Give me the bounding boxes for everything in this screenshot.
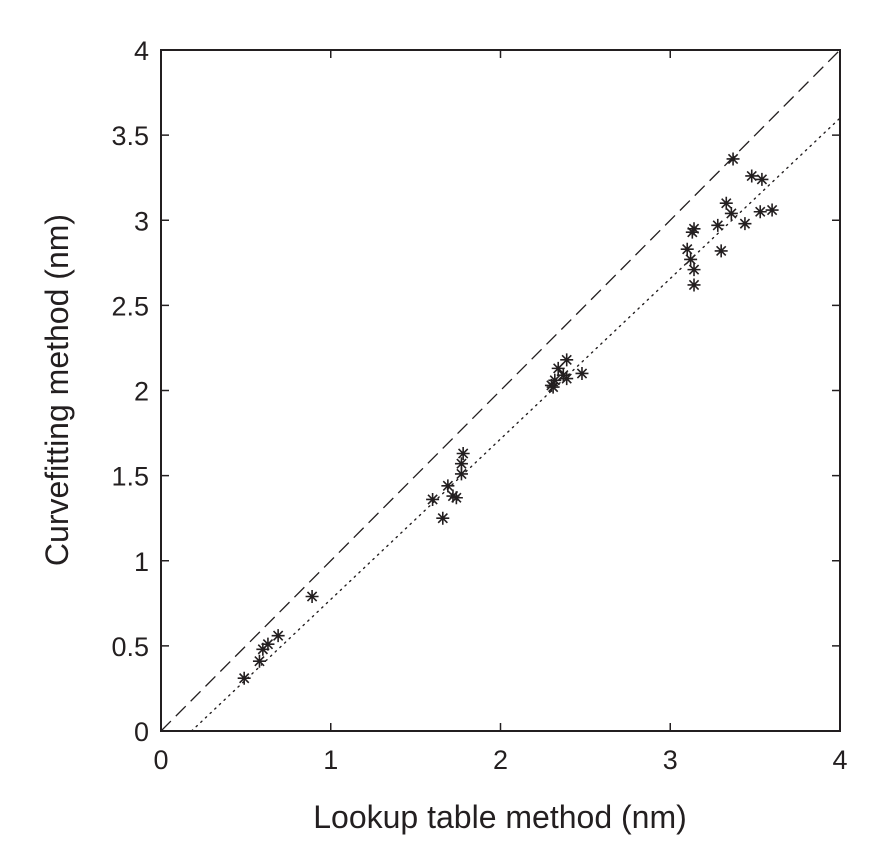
data-point: [449, 491, 463, 505]
data-point: [714, 244, 728, 258]
data-point: [684, 252, 698, 266]
y-tick-label: 4: [134, 36, 149, 66]
x-tick-label: 4: [832, 745, 847, 775]
data-point: [252, 654, 266, 668]
data-point: [753, 205, 767, 219]
data-point: [724, 206, 738, 220]
axis-ticks: [160, 49, 841, 732]
data-point: [256, 642, 270, 656]
data-point: [454, 457, 468, 471]
data-point: [685, 225, 699, 239]
data-point: [454, 467, 468, 481]
data-point: [726, 152, 740, 166]
data-point: [305, 590, 319, 604]
y-tick-label: 0.5: [111, 632, 149, 662]
data-point: [446, 489, 460, 503]
y-tick-label: 1: [134, 547, 149, 577]
x-tick-label: 2: [493, 745, 508, 775]
x-axis-title: Lookup table method (nm): [313, 799, 687, 835]
data-point: [546, 380, 560, 394]
data-point: [711, 218, 725, 232]
data-point: [261, 637, 275, 651]
data-point: [575, 366, 589, 380]
data-point: [436, 511, 450, 525]
data-markers: [237, 152, 779, 685]
data-point: [426, 492, 440, 506]
reference-lines: [160, 49, 841, 732]
data-point: [456, 446, 470, 460]
y-tick-label: 1.5: [111, 462, 149, 492]
x-tick-label: 3: [663, 745, 678, 775]
identity-line: [160, 49, 841, 732]
y-tick-label: 3: [134, 206, 149, 236]
data-point: [551, 361, 565, 375]
data-point: [719, 196, 733, 210]
y-tick-label: 0: [134, 717, 149, 747]
data-point: [687, 263, 701, 277]
data-point: [680, 242, 694, 256]
x-tick-label: 1: [323, 745, 338, 775]
data-point: [271, 629, 285, 643]
data-point: [687, 278, 701, 292]
y-tick-label: 2: [134, 377, 149, 407]
data-point: [560, 353, 574, 367]
y-axis-title: Curvefitting method (nm): [39, 214, 75, 566]
data-point: [738, 217, 752, 231]
x-tick-label: 0: [153, 745, 168, 775]
y-tick-label: 3.5: [111, 121, 149, 151]
data-point: [237, 671, 251, 685]
data-point: [765, 203, 779, 217]
data-point: [755, 172, 769, 186]
plot-area: [160, 49, 841, 732]
data-point: [548, 373, 562, 387]
data-point: [441, 479, 455, 493]
data-point: [687, 222, 701, 236]
axis-tick-labels: 0 1 2 3 4 0 0.5 1 1.5 2 2.5 3 3.5 4: [111, 36, 847, 775]
data-point: [560, 372, 574, 386]
data-point: [745, 169, 759, 183]
y-tick-label: 2.5: [111, 291, 149, 321]
fit-line: [190, 117, 841, 732]
